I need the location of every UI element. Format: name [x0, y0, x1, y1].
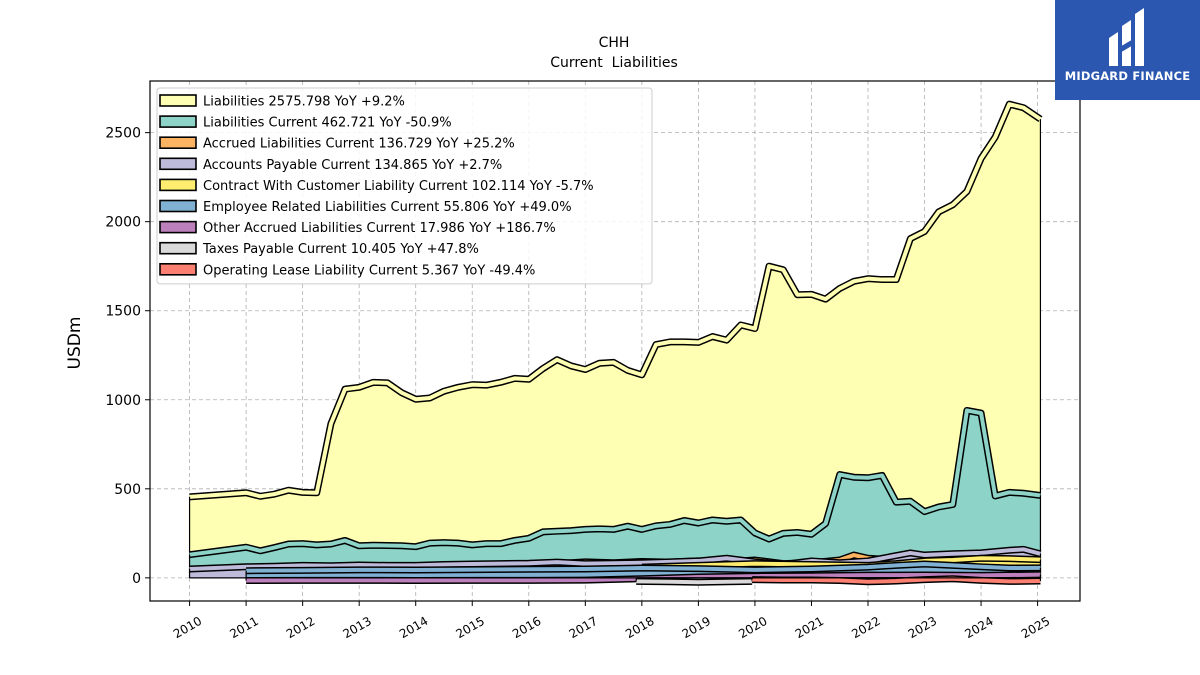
legend-label: Taxes Payable Current 10.405 YoY +47.8% — [202, 242, 479, 257]
brand-logo: MIDGARD FINANCE — [1055, 0, 1200, 100]
x-tick-label: 2014 — [397, 614, 430, 641]
x-tick-label: 2022 — [849, 614, 882, 641]
y-tick-label: 500 — [114, 482, 141, 498]
midgard-logo-icon — [1109, 8, 1144, 66]
chart-title: CHH — [599, 35, 630, 51]
legend-swatch — [159, 262, 197, 276]
x-tick-label: 2016 — [510, 614, 543, 641]
x-tick-label: 2017 — [567, 614, 600, 641]
legend-swatch — [159, 94, 197, 107]
series-area-1 — [189, 410, 1041, 578]
legend-label: Liabilities Current 462.721 YoY -50.9% — [203, 116, 452, 131]
logo-text: MIDGARD FINANCE — [1064, 69, 1191, 83]
legend-swatch — [159, 115, 197, 128]
x-tick-label: 2018 — [623, 614, 656, 641]
y-tick-label: 1000 — [105, 393, 141, 409]
series-line-3 — [189, 547, 1041, 571]
legend-swatch — [159, 157, 197, 171]
series-line-8 — [752, 576, 1041, 584]
legend-swatch — [159, 220, 197, 234]
y-axis-label: USDm — [65, 317, 85, 370]
legend-label: Employee Related Liabilities Current 55.… — [203, 200, 572, 215]
series-line-5 — [246, 561, 1041, 573]
series-line-0 — [189, 102, 1042, 499]
x-tick-label: 2021 — [793, 614, 826, 641]
legend: Liabilities 2575.798 YoY +9.2% Liabilitie… — [156, 87, 653, 285]
x-tick-label: 2019 — [680, 614, 713, 641]
x-tick-label: 2015 — [454, 614, 487, 641]
legend-label: Contract With Customer Liability Current… — [203, 179, 594, 194]
x-tick-label: 2010 — [171, 614, 204, 641]
x-tick-label: 2020 — [736, 614, 769, 641]
series-line-7 — [636, 579, 753, 585]
legend-swatch — [159, 199, 197, 213]
legend-box — [156, 87, 653, 285]
legend-label: Other Accrued Liabilities Current 17.986… — [203, 221, 556, 236]
legend-swatch — [159, 178, 197, 192]
chart-subtitle: Current Liabilities — [550, 55, 678, 71]
series-area-0 — [189, 104, 1041, 578]
legend-label: Operating Lease Liability Current 5.367 … — [203, 263, 535, 278]
x-tick-label: 2023 — [906, 614, 939, 641]
x-tick-label: 2011 — [227, 614, 260, 641]
series-line-1 — [189, 408, 1041, 557]
x-tick-label: 2025 — [1019, 614, 1052, 641]
x-tick-label: 2024 — [962, 614, 995, 641]
y-tick-label: 2000 — [105, 215, 141, 231]
x-tick-label: 2013 — [340, 614, 373, 641]
legend-swatch — [159, 241, 197, 255]
y-tick-label: 1500 — [105, 304, 141, 320]
plot-frame — [149, 80, 1081, 602]
legend-label: Accrued Liabilities Current 136.729 YoY … — [203, 137, 515, 152]
legend-swatch — [159, 136, 197, 149]
y-tick-label: 0 — [132, 571, 141, 587]
legend-label: Liabilities 2575.798 YoY +9.2% — [203, 95, 405, 110]
x-tick-label: 2012 — [284, 614, 317, 641]
series-areas — [188, 100, 1043, 586]
legend-label: Accounts Payable Current 134.865 YoY +2.… — [203, 158, 502, 173]
y-tick-label: 2500 — [105, 126, 141, 142]
